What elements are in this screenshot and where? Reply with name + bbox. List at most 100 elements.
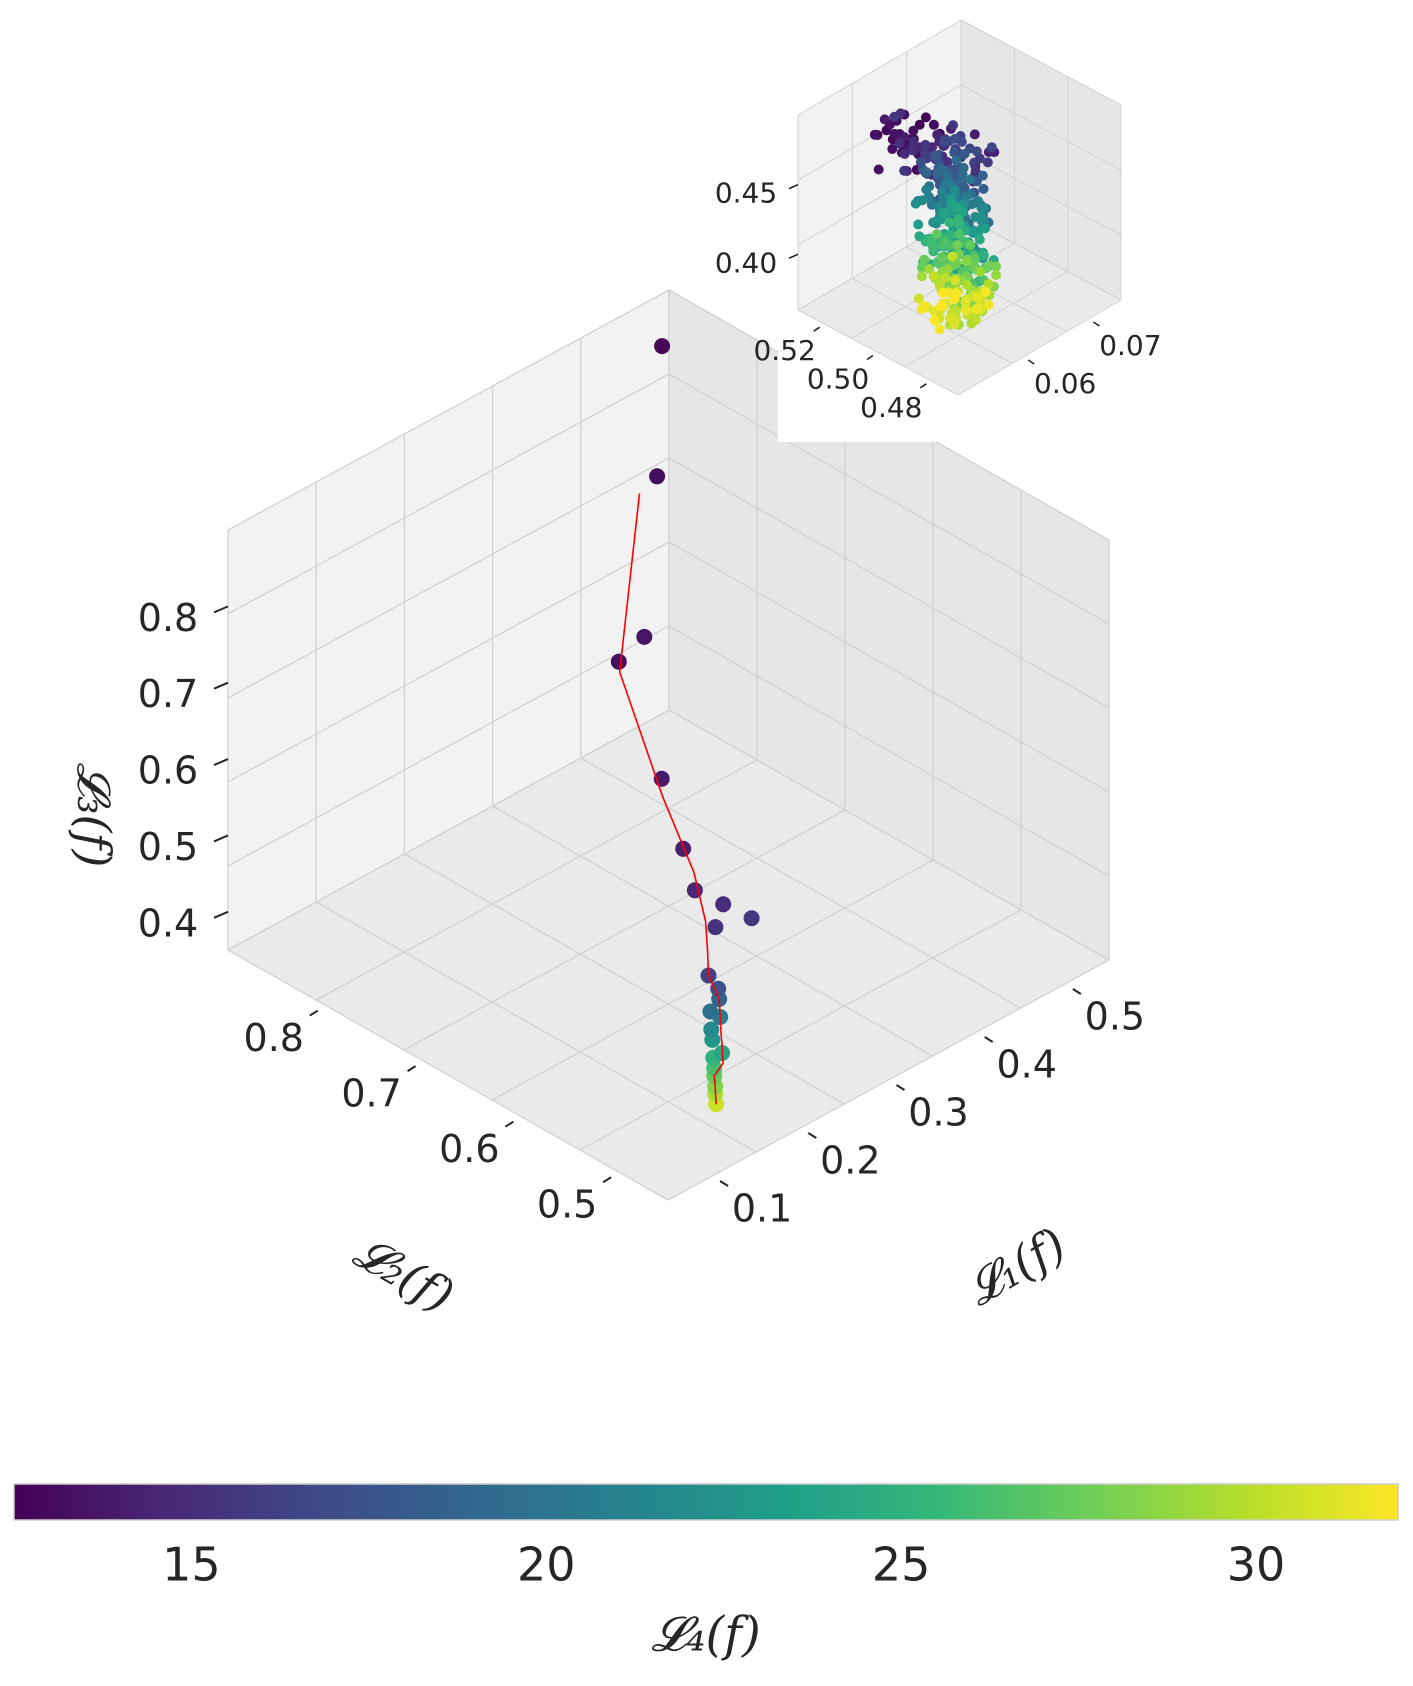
inset-scatter-point — [910, 198, 921, 209]
y-tick-mark — [407, 1065, 417, 1072]
inset-scatter-point — [937, 186, 948, 197]
inset-scatter-point — [969, 254, 980, 265]
inset-scatter-point — [932, 229, 942, 240]
grid-line — [227, 373, 670, 615]
inset-scatter-point — [869, 129, 880, 140]
scatter-point — [703, 1021, 720, 1038]
inset-scatter-point — [978, 250, 989, 261]
inset-scatter-point — [940, 272, 951, 283]
grid-line — [227, 541, 670, 783]
scatter-point — [715, 896, 732, 913]
inset-scatter-point — [972, 303, 983, 314]
inset-x-tick-mark — [1027, 359, 1035, 365]
inset-scatter-point — [916, 271, 927, 282]
inset-x-tick-label: 0.06 — [1034, 367, 1096, 400]
inset-scatter-point — [976, 202, 987, 213]
inset-scatter-point — [928, 119, 939, 130]
back-right-pane — [228, 290, 669, 950]
inset-scatter-point — [950, 133, 960, 144]
x-tick-label: 0.2 — [820, 1139, 880, 1183]
inset-scatter-point — [920, 112, 931, 123]
inset-scatter-point — [949, 147, 960, 158]
scatter-point — [710, 980, 727, 997]
scatter-point — [649, 468, 666, 485]
inset-z-tick-label: 0.45 — [715, 177, 777, 210]
floor-pane — [228, 710, 1109, 1200]
y-tick-label: 0.7 — [341, 1072, 401, 1116]
inset-y-tick-label: 0.52 — [753, 334, 815, 367]
inset-y-tick-mark — [866, 354, 874, 361]
inset-scatter-point — [954, 216, 965, 227]
inset-y-tick-mark — [919, 383, 927, 389]
grid-line — [227, 625, 670, 867]
inset-scatter-point — [975, 211, 986, 222]
inset-scatter-point — [941, 179, 952, 190]
x-tick-mark — [719, 1180, 729, 1187]
inset-scatter-point — [947, 251, 958, 262]
inset-scatter-point — [944, 217, 955, 228]
inset-scatter-point — [913, 293, 924, 304]
z-tick-mark — [213, 758, 229, 767]
y-tick-label: 0.8 — [244, 1016, 304, 1060]
y-tick-mark — [602, 1176, 612, 1184]
grid-line — [227, 457, 670, 699]
grid-line — [227, 289, 670, 531]
x-tick-label: 0.3 — [908, 1091, 968, 1135]
grid-line — [227, 949, 669, 1201]
inset-scatter-point — [939, 237, 950, 248]
inset-scatter-point — [907, 145, 918, 156]
x-tick-label: 0.1 — [732, 1187, 792, 1231]
z-tick-label: 0.7 — [138, 672, 198, 716]
z-tick-label: 0.6 — [138, 749, 198, 793]
grid-line — [668, 373, 1110, 625]
grid-line — [668, 709, 1110, 961]
z-tick-label: 0.4 — [138, 901, 198, 945]
inset-scatter-point — [921, 167, 932, 178]
x-tick-mark — [807, 1132, 817, 1139]
x-tick-mark — [984, 1036, 994, 1043]
inset-scatter-point — [873, 164, 884, 175]
main-3d-axes: 0.1 0.2 0.3 0.4 0.5 0.5 0.6 0.7 0.8 0.4 0.5 0.6 0.7 0… — [67, 289, 1145, 1323]
colorbar-gradient — [13, 1483, 1399, 1521]
grid-line — [315, 759, 758, 1001]
inset-scatter-point — [965, 174, 976, 185]
grid-line — [580, 757, 1022, 1009]
inset-scatter-point — [932, 129, 943, 140]
inset-scatter-point — [977, 170, 988, 181]
inset-x-tick-label: 0.07 — [1099, 329, 1161, 362]
x-axis-label: 𝓛₁(f) — [957, 1217, 1075, 1316]
grid-line — [404, 853, 845, 1105]
inset-scatter-point — [972, 292, 983, 303]
back-left-pane — [669, 290, 1109, 960]
inset-scatter-point — [899, 165, 910, 176]
inset-scatter-point — [934, 166, 945, 177]
inset-scatter-point — [983, 299, 994, 310]
colorbar-tick-label: 15 — [162, 1538, 221, 1592]
inset-scatter-point — [879, 114, 890, 125]
inset-scatter-point — [948, 120, 959, 131]
grid-line — [668, 457, 1110, 709]
back-left-pane — [961, 20, 1121, 300]
inset-scatter-point — [894, 138, 905, 149]
grid-line — [227, 709, 670, 951]
inset-y-tick-mark — [813, 326, 821, 332]
inset-scatter-point — [920, 149, 931, 160]
inset-scatter-point — [954, 229, 965, 240]
grid-line — [797, 149, 962, 246]
y-tick-mark — [309, 1009, 319, 1017]
inset-scatter-point — [921, 184, 932, 195]
inset-scatter-point — [969, 129, 980, 140]
y-tick-label: 0.5 — [537, 1183, 597, 1227]
inset-scatter-point — [949, 294, 960, 304]
inset-scatter-point — [962, 279, 972, 290]
inset-x-tick-mark — [1092, 321, 1100, 327]
colorbar: 15 20 25 30 𝓛₄(f) — [13, 1483, 1399, 1663]
inset-scatter-point — [920, 139, 931, 150]
inset-scatter-point — [908, 136, 919, 147]
inset-scatter-point — [889, 111, 900, 122]
inset-scatter-point — [939, 207, 950, 218]
colorbar-tick-label: 30 — [1227, 1538, 1286, 1592]
inset-scatter-point — [915, 157, 926, 168]
inset-scatter-point — [961, 190, 972, 201]
inset-scatter-point — [908, 125, 919, 136]
